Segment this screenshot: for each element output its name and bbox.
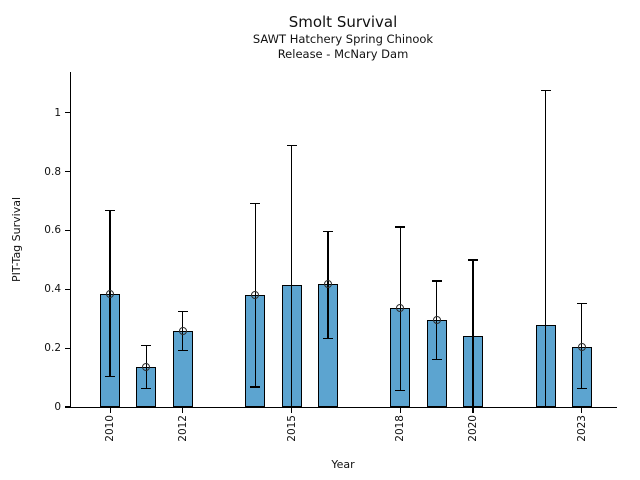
point-marker xyxy=(251,290,260,299)
x-tick-mark xyxy=(109,408,111,413)
point-marker xyxy=(577,342,586,351)
error-bar-cap-top xyxy=(467,259,478,261)
error-bar-cap-top xyxy=(177,310,188,313)
chart-title: Smolt Survival xyxy=(288,13,398,31)
y-tick-label: 0.2 xyxy=(44,342,61,355)
y-tick-mark xyxy=(65,112,70,114)
error-bar-cap-bottom xyxy=(431,358,442,361)
point-marker xyxy=(396,303,405,312)
error-bar-cap-bottom xyxy=(576,387,587,390)
error-bar-cap-bottom xyxy=(395,389,406,391)
y-tick-label: 0.4 xyxy=(44,283,61,296)
y-tick-mark xyxy=(65,347,70,349)
error-bar-cap-bottom xyxy=(105,375,116,378)
error-bar-cap-bottom xyxy=(250,386,261,388)
chart-subtitle-line1: SAWT Hatchery Spring Chinook xyxy=(252,32,434,46)
y-axis-label: PIT-Tag Survival xyxy=(10,197,23,283)
point-marker xyxy=(323,279,332,288)
point-marker xyxy=(142,363,151,372)
error-bar-cap-top xyxy=(431,280,442,282)
x-tick-label: 2010 xyxy=(104,415,117,442)
x-tick-mark xyxy=(472,408,474,413)
y-tick-mark xyxy=(65,288,70,290)
error-bar-cap-top xyxy=(395,226,406,228)
x-tick-mark xyxy=(182,408,184,413)
error-bar-cap-top xyxy=(576,302,587,305)
error-bar xyxy=(472,260,474,407)
error-bar-cap-top xyxy=(286,144,297,147)
x-tick-label: 2020 xyxy=(466,415,479,442)
y-tick-label: 0.8 xyxy=(44,165,61,178)
x-tick-label: 2012 xyxy=(176,415,189,442)
error-bar-cap-bottom xyxy=(177,349,188,351)
error-bar xyxy=(544,90,547,407)
x-tick-mark xyxy=(581,408,583,413)
x-tick-mark xyxy=(290,408,293,413)
error-bar-cap-top xyxy=(250,202,261,204)
error-bar-cap-top xyxy=(540,89,551,91)
x-tick-label: 2018 xyxy=(394,415,407,442)
y-tick-mark xyxy=(65,406,70,408)
y-tick-label: 0.6 xyxy=(44,224,61,237)
y-tick-label: 0 xyxy=(54,401,61,413)
x-tick-label: 2023 xyxy=(575,415,588,442)
point-marker xyxy=(106,289,115,298)
error-bar-cap-bottom xyxy=(141,387,152,390)
x-axis-label: Year xyxy=(331,458,355,471)
error-bar-cap-top xyxy=(141,344,152,346)
error-bar-cap-top xyxy=(105,209,116,212)
y-tick-mark xyxy=(65,170,70,173)
error-bar-cap-top xyxy=(322,230,333,232)
chart-header: Smolt Survival SAWT Hatchery Spring Chin… xyxy=(70,13,616,62)
error-bar-cap-bottom xyxy=(322,337,333,340)
x-tick-label: 2015 xyxy=(285,415,298,442)
point-marker xyxy=(432,316,441,325)
y-tick-mark xyxy=(65,229,70,231)
plot-area: 0 0.2 0.4 0.6 0.8 1 2010 2012 2015 2018 2020 2023 xyxy=(44,72,617,442)
error-bar xyxy=(290,145,293,407)
y-tick-label: 1 xyxy=(54,106,61,119)
x-tick-mark xyxy=(399,408,401,413)
point-marker xyxy=(178,327,187,336)
chart-subtitle-line2: Release - McNary Dam xyxy=(277,47,409,61)
